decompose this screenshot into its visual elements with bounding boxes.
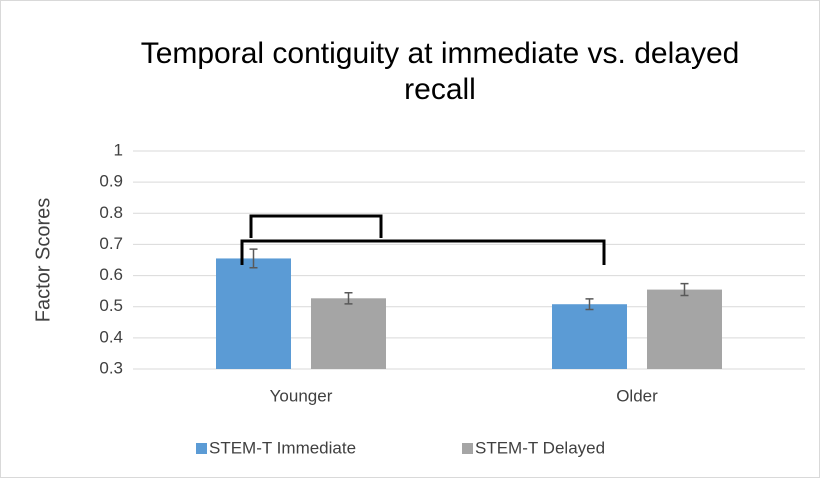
legend-swatch [462,443,473,454]
y-tick-label: 0.8 [99,203,123,222]
y-tick-label: 0.6 [99,265,123,284]
error-bar [680,282,689,297]
y-tick-label: 0.9 [99,172,123,191]
y-axis-label: Factor Scores [32,198,54,322]
bar [216,258,291,369]
bracket-within-younger [249,214,383,238]
y-tick-label: 0.5 [99,296,123,315]
error-bar [249,248,258,269]
legend-label: STEM-T Immediate [209,438,356,457]
legend-label: STEM-T Delayed [475,438,605,457]
bar [647,289,722,369]
x-tick-label: Older [616,386,658,405]
bar [552,304,627,369]
y-tick-label: 0.4 [99,327,123,346]
bracket-between-groups [240,239,606,265]
error-bar [344,291,353,305]
y-tick-label: 1 [114,140,123,159]
x-tick-label: Younger [270,386,333,405]
bar [311,298,386,369]
chart-title: Temporal contiguity at immediate vs. del… [140,37,740,106]
y-tick-label: 0.7 [99,234,123,253]
legend-swatch [196,443,207,454]
significance-brackets [240,214,606,265]
y-tick-label: 0.3 [99,358,123,377]
error-bar [585,298,594,311]
